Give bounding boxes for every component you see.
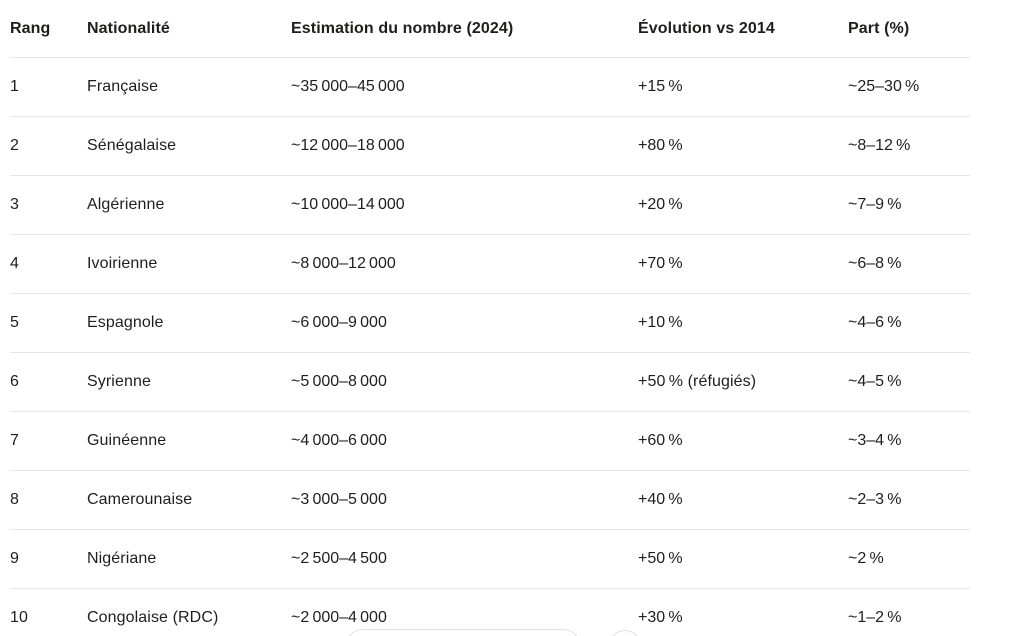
cell-part: ~6–8 % bbox=[848, 234, 970, 294]
cell-nationalite: Guinéenne bbox=[87, 411, 291, 471]
cell-rang: 8 bbox=[10, 470, 87, 530]
cell-evolution: +60 % bbox=[638, 411, 848, 471]
cell-rang: 3 bbox=[10, 175, 87, 235]
column-header-nationalite: Nationalité bbox=[87, 19, 170, 37]
cell-nationalite: Congolaise (RDC) bbox=[87, 588, 291, 636]
cell-rang: 2 bbox=[10, 116, 87, 176]
cell-evolution: +50 % (réfugiés) bbox=[638, 352, 848, 412]
cell-rang: 6 bbox=[10, 352, 87, 412]
cell-estimation: ~2 000–4 000 bbox=[291, 588, 638, 636]
table-row: 8 Camerounaise ~3 000–5 000 +40 % ~2–3 % bbox=[10, 470, 970, 530]
table-header-row: Rang Nationalité Estimation du nombre (202… bbox=[10, 0, 970, 58]
cell-evolution: +80 % bbox=[638, 116, 848, 176]
table-row: 1 Française ~35 000–45 000 +15 % ~25–30 % bbox=[10, 57, 970, 117]
cell-rang: 9 bbox=[10, 529, 87, 589]
cell-evolution: +30 % bbox=[638, 588, 848, 636]
cell-part: ~1–2 % bbox=[848, 588, 970, 636]
cell-nationalite: Ivoirienne bbox=[87, 234, 291, 294]
cell-evolution: +50 % bbox=[638, 529, 848, 589]
cell-estimation: ~6 000–9 000 bbox=[291, 293, 638, 353]
cell-rang: 7 bbox=[10, 411, 87, 471]
cell-part: ~2 % bbox=[848, 529, 970, 589]
cell-estimation: ~12 000–18 000 bbox=[291, 116, 638, 176]
cell-evolution: +40 % bbox=[638, 470, 848, 530]
cell-part: ~2–3 % bbox=[848, 470, 970, 530]
cell-nationalite: Syrienne bbox=[87, 352, 291, 412]
table-row: 6 Syrienne ~5 000–8 000 +50 % (réfugiés) ~4–… bbox=[10, 352, 970, 412]
cell-estimation: ~2 500–4 500 bbox=[291, 529, 638, 589]
cell-part: ~3–4 % bbox=[848, 411, 970, 471]
cell-rang: 4 bbox=[10, 234, 87, 294]
cell-rang: 5 bbox=[10, 293, 87, 353]
column-header-evolution: Évolution vs 2014 bbox=[638, 19, 775, 37]
cell-evolution: +70 % bbox=[638, 234, 848, 294]
table-row: 7 Guinéenne ~4 000–6 000 +60 % ~3–4 % bbox=[10, 411, 970, 471]
cell-part: ~7–9 % bbox=[848, 175, 970, 235]
column-header-rang: Rang bbox=[10, 19, 51, 37]
table-row: 3 Algérienne ~10 000–14 000 +20 % ~7–9 % bbox=[10, 175, 970, 235]
cell-estimation: ~8 000–12 000 bbox=[291, 234, 638, 294]
cell-evolution: +20 % bbox=[638, 175, 848, 235]
cell-part: ~4–6 % bbox=[848, 293, 970, 353]
cell-nationalite: Sénégalaise bbox=[87, 116, 291, 176]
cell-evolution: +15 % bbox=[638, 57, 848, 117]
table-row: 2 Sénégalaise ~12 000–18 000 +80 % ~8–12 % bbox=[10, 116, 970, 176]
cell-nationalite: Algérienne bbox=[87, 175, 291, 235]
cell-estimation: ~4 000–6 000 bbox=[291, 411, 638, 471]
cell-evolution: +10 % bbox=[638, 293, 848, 353]
cell-part: ~8–12 % bbox=[848, 116, 970, 176]
cell-part: ~4–5 % bbox=[848, 352, 970, 412]
cell-estimation: ~5 000–8 000 bbox=[291, 352, 638, 412]
bottom-pill-button[interactable] bbox=[345, 629, 581, 636]
table-row: 10 Congolaise (RDC) ~2 000–4 000 +30 % ~1–2 … bbox=[10, 588, 970, 636]
nationalities-table: Rang Nationalité Estimation du nombre (202… bbox=[10, 0, 970, 636]
cell-rang: 1 bbox=[10, 57, 87, 117]
cell-part: ~25–30 % bbox=[848, 57, 970, 117]
cell-nationalite: Camerounaise bbox=[87, 470, 291, 530]
column-header-part: Part (%) bbox=[848, 19, 910, 37]
table-row: 9 Nigériane ~2 500–4 500 +50 % ~2 % bbox=[10, 529, 970, 589]
cell-estimation: ~35 000–45 000 bbox=[291, 57, 638, 117]
cell-nationalite: Nigériane bbox=[87, 529, 291, 589]
table-row: 4 Ivoirienne ~8 000–12 000 +70 % ~6–8 % bbox=[10, 234, 970, 294]
cell-estimation: ~10 000–14 000 bbox=[291, 175, 638, 235]
table-row: 5 Espagnole ~6 000–9 000 +10 % ~4–6 % bbox=[10, 293, 970, 353]
column-header-estimation: Estimation du nombre (2024) bbox=[291, 19, 514, 37]
cell-estimation: ~3 000–5 000 bbox=[291, 470, 638, 530]
cell-nationalite: Française bbox=[87, 57, 291, 117]
cell-rang: 10 bbox=[10, 588, 87, 636]
cell-nationalite: Espagnole bbox=[87, 293, 291, 353]
